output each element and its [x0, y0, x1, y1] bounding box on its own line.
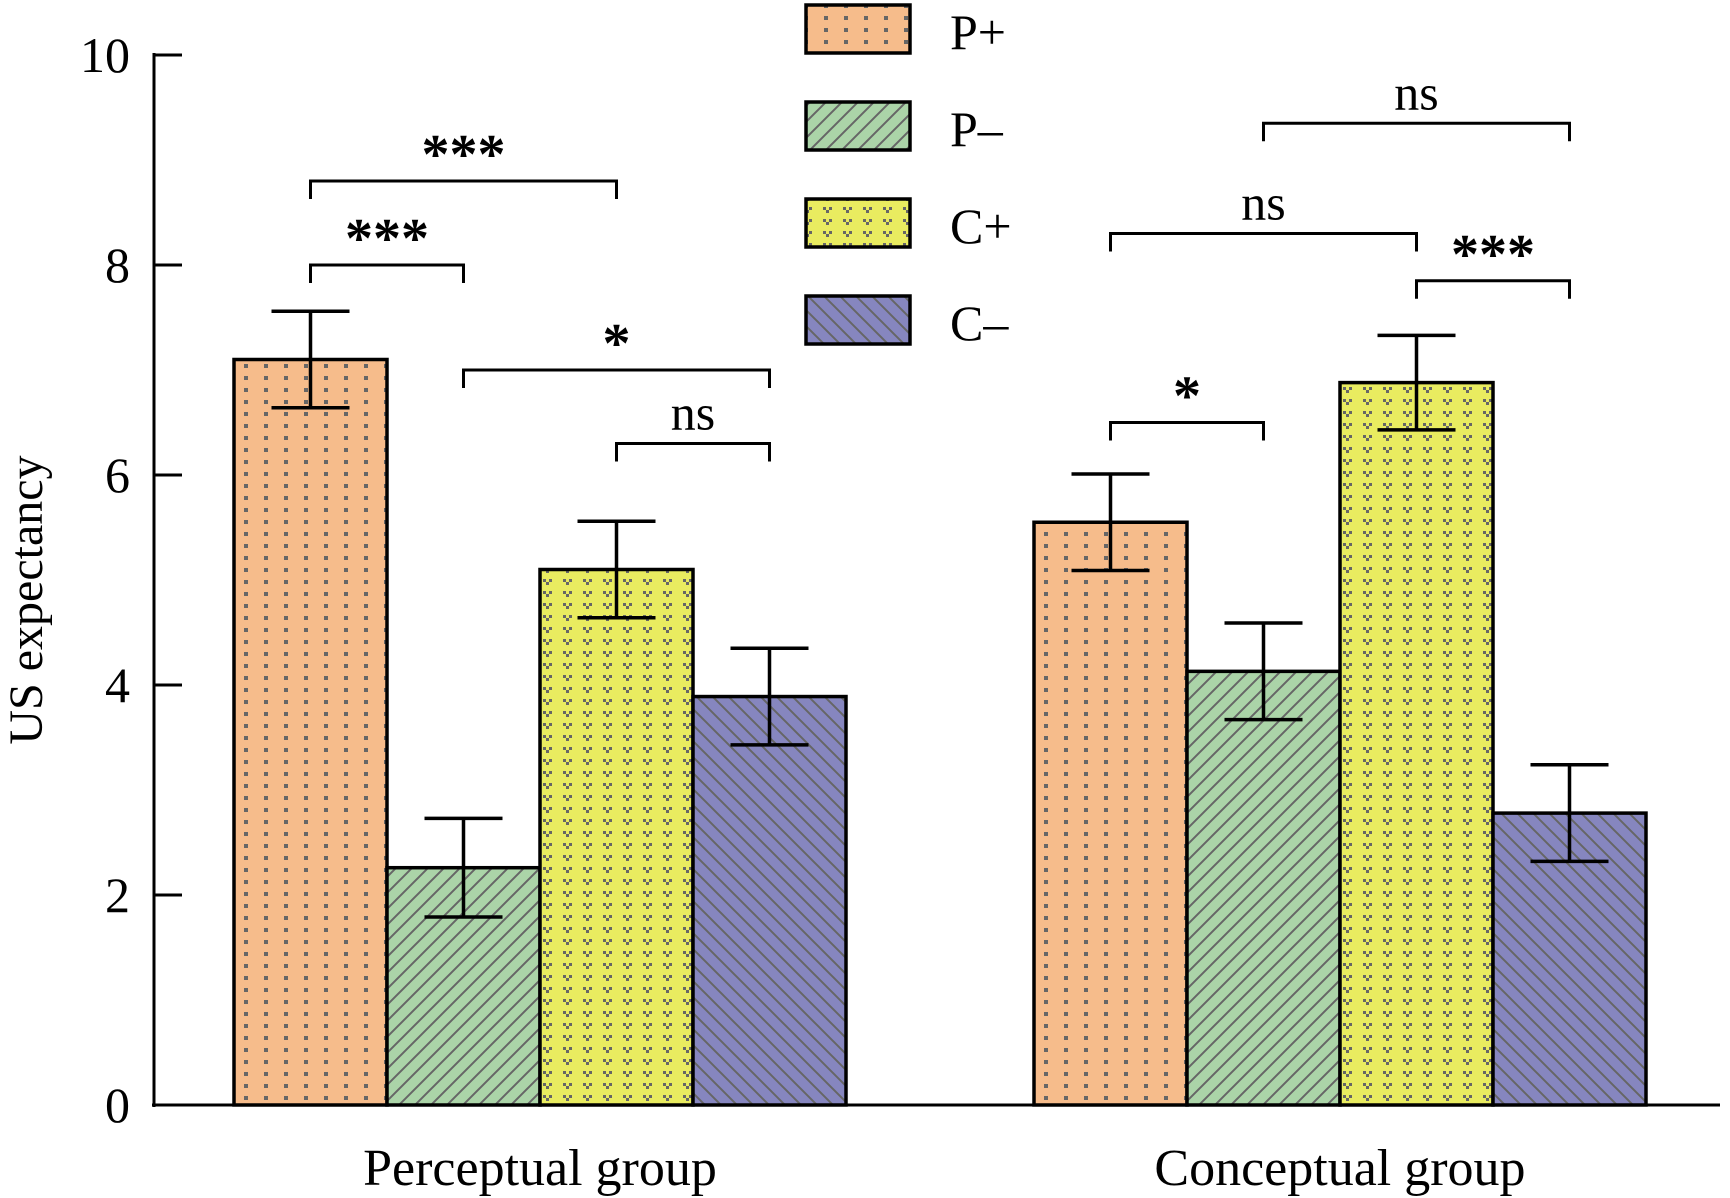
significance-label: ns — [1394, 64, 1438, 120]
legend-label: P+ — [950, 4, 1006, 60]
significance-label: *** — [1451, 224, 1535, 286]
bar-P+ — [1032, 520, 1189, 1107]
significance-label: ns — [671, 385, 715, 441]
significance-label: ns — [1241, 175, 1285, 231]
bar-P+ — [232, 357, 389, 1107]
y-axis-title: US expectancy — [0, 455, 53, 744]
y-tick-label: 0 — [105, 1077, 130, 1133]
bars — [232, 357, 1648, 1107]
legend-swatch-C– — [804, 294, 912, 346]
significance-label: *** — [345, 208, 429, 270]
y-tick-label: 10 — [80, 27, 130, 83]
y-tick-label: 4 — [105, 657, 130, 713]
significance-label: * — [603, 313, 631, 375]
y-tick-label: 6 — [105, 447, 130, 503]
legend-swatch-C+ — [804, 197, 912, 249]
error-bars — [271, 309, 1609, 919]
legend-label: C– — [950, 295, 1009, 351]
significance-label: *** — [422, 124, 506, 186]
significance-bracket — [309, 263, 465, 283]
x-category-label: Perceptual group — [363, 1140, 717, 1197]
bar-P– — [1185, 669, 1342, 1107]
bar-C– — [691, 694, 848, 1107]
y-tick-label: 2 — [105, 867, 130, 923]
legend-swatch-P+ — [804, 3, 912, 55]
significance-bracket — [309, 179, 618, 199]
legend-label: P– — [950, 101, 1004, 157]
significance-bracket — [1109, 421, 1265, 441]
bar-C+ — [1338, 380, 1495, 1107]
significance-label: * — [1173, 366, 1201, 428]
legend-swatch-P– — [804, 100, 912, 152]
legend: P+ P– C+ C– — [804, 3, 1012, 351]
significance-bracket — [615, 442, 771, 462]
significance-bracket — [462, 368, 771, 388]
significance-bracket — [1262, 121, 1571, 142]
x-category-label: Conceptual group — [1154, 1140, 1525, 1197]
bar-C+ — [538, 567, 695, 1107]
legend-label: C+ — [950, 198, 1012, 254]
significance-bracket — [1109, 232, 1418, 252]
axes: 0 2 4 6 8 10 Perceptual group Conceptual group — [80, 27, 1720, 1197]
y-tick-label: 8 — [105, 237, 130, 293]
significance-bracket — [1415, 279, 1571, 299]
